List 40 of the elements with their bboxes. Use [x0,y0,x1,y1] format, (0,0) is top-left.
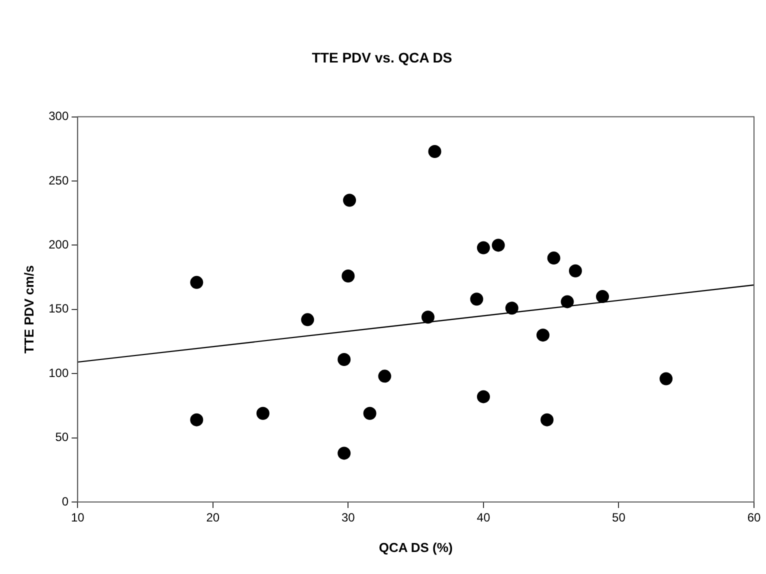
point [343,194,356,207]
point [476,390,490,404]
x-tick-label: 60 [747,510,761,525]
x-tick-label: 40 [476,510,490,525]
y-tick-label: 100 [48,366,69,380]
x-axis-title: QCA DS (%) [378,540,453,555]
x-tick-label: 20 [206,510,220,525]
point [596,290,609,304]
point [256,406,270,420]
point [338,352,351,366]
point [190,413,204,426]
point [547,252,560,265]
y-axis-title: TTE PDV cm/s [21,265,36,354]
point [505,302,518,315]
chart-title: TTE PDV vs. QCA DS [312,49,452,66]
point [470,292,484,306]
point [342,270,355,283]
y-tick-label: 150 [48,302,69,316]
point [378,370,392,383]
point [301,313,314,326]
point [428,144,442,158]
point [492,238,505,252]
x-tick-label: 10 [70,510,85,525]
point [660,372,673,386]
x-tick-label: 50 [612,510,626,525]
y-tick-label: 50 [55,430,69,444]
y-tick-label: 250 [48,173,69,188]
y-tick-label: 300 [48,109,69,124]
point [338,446,351,460]
point [476,241,490,254]
x-tick-label: 30 [341,510,356,525]
point [560,295,574,308]
point [190,276,204,289]
point [536,328,550,342]
point [421,310,434,324]
point [363,406,376,420]
point [568,264,582,278]
y-tick-label: 0 [62,494,69,508]
y-tick-label: 200 [48,238,69,252]
point [540,413,554,426]
